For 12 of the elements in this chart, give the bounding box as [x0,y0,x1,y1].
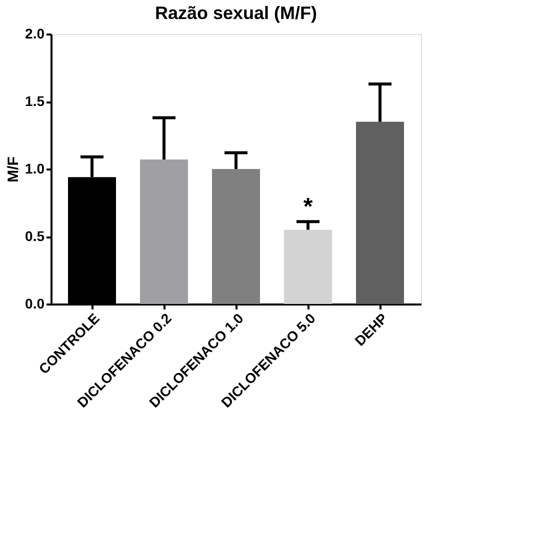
bar [356,122,404,304]
y-axis-title: M/F [5,156,22,182]
chart-title: Razão sexual (M/F) [154,3,318,23]
y-tick-label: 2.0 [25,26,45,42]
annotation: * [303,194,314,221]
bar [212,169,260,304]
y-tick-label: 1.5 [25,93,45,109]
bar [140,160,188,304]
y-tick-label: 1.0 [25,160,45,176]
bar [284,230,332,304]
y-tick-label: 0.5 [25,228,45,244]
y-tick-label: 0.0 [25,296,45,312]
